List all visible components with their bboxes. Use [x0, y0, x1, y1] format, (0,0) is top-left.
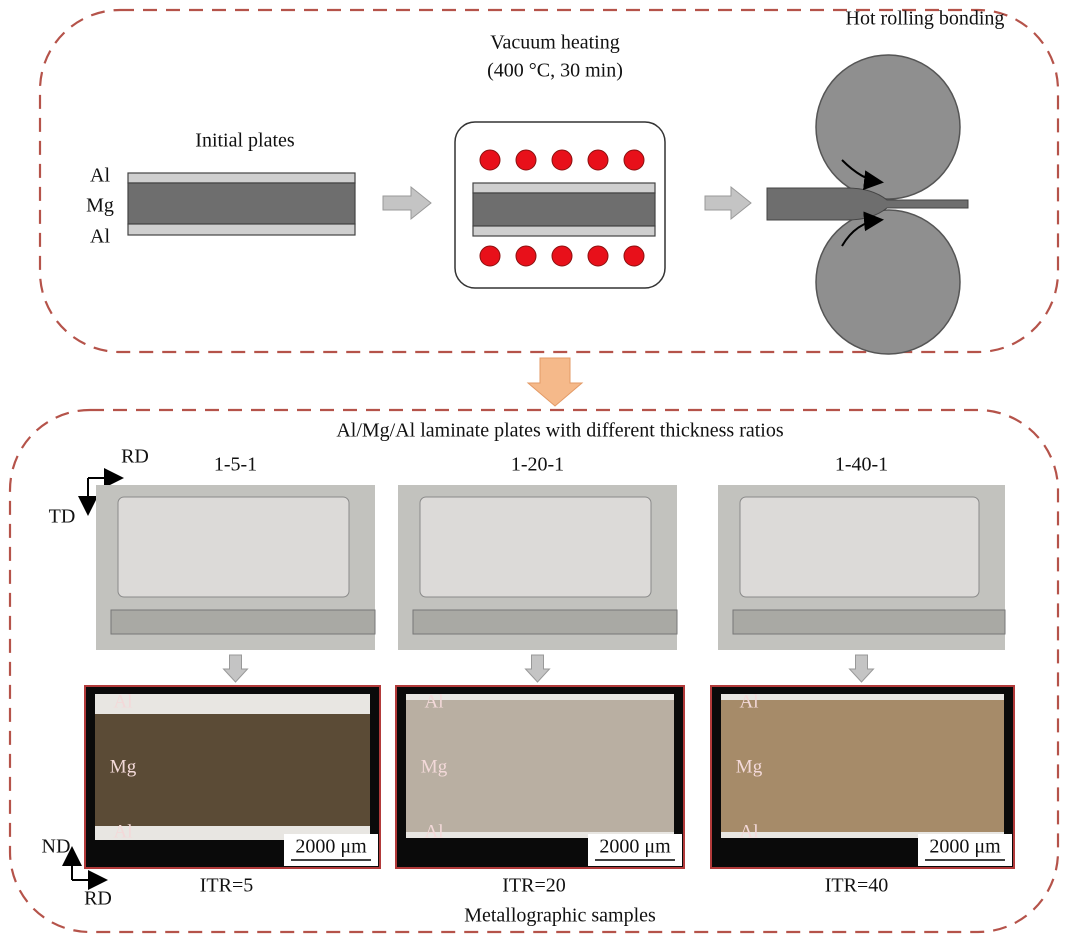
al-layer: [95, 694, 370, 714]
layer-label: Mg: [421, 756, 448, 777]
down-arrow: [526, 655, 550, 682]
layer-label: Al: [114, 691, 133, 712]
mg-layer: [95, 714, 370, 826]
initial-title: Initial plates: [195, 130, 295, 152]
plate: [740, 497, 979, 597]
axis-label: RD: [84, 888, 112, 910]
plate: [118, 497, 349, 597]
furnace-plates: [473, 183, 655, 236]
ratio-label: 1-20-1: [511, 454, 564, 476]
itr-label: ITR=20: [502, 875, 566, 897]
plate: [420, 497, 651, 597]
layer-label: Al: [90, 165, 110, 187]
al-layer: [406, 694, 674, 700]
ratio-label: 1-40-1: [835, 454, 888, 476]
scale-bar-label: 2000 μm: [599, 836, 671, 858]
scale-bar-label: 2000 μm: [295, 836, 367, 858]
roller: [816, 210, 960, 354]
ratio-label: 1-5-1: [214, 454, 257, 476]
down-arrow: [850, 655, 874, 682]
caption: Metallographic samples: [464, 905, 656, 927]
samples-heading: Al/Mg/Al laminate plates with different …: [336, 420, 784, 442]
itr-label: ITR=5: [200, 875, 254, 897]
figure: Initial plates Al Mg Al Vacuum heating (…: [0, 0, 1065, 940]
itr-label: ITR=40: [825, 875, 889, 897]
down-arrow: [224, 655, 248, 682]
layer-label: Al: [425, 691, 444, 712]
layer-label: Mg: [86, 195, 114, 217]
flow-arrow: [528, 358, 582, 406]
step-arrow: [383, 187, 431, 219]
roller: [816, 55, 960, 199]
step-arrow: [705, 187, 751, 219]
scale-bar-label: 2000 μm: [929, 836, 1001, 858]
mg-layer: [721, 700, 1004, 832]
heating-title: Vacuum heating: [490, 32, 619, 54]
layer-label: Mg: [110, 756, 137, 777]
axis-label: ND: [42, 836, 71, 858]
ruler: [111, 610, 375, 634]
initial-plates: [128, 173, 355, 235]
al-layer: [721, 694, 1004, 700]
heating-condition: (400 °C, 30 min): [487, 60, 623, 82]
layer-label: Al: [740, 691, 759, 712]
panels: 1-5-1 Al Mg Al 2000 μm ITR=5 1-20-1 Al Mg Al 2000 …: [85, 454, 1014, 897]
ruler: [413, 610, 677, 634]
layer-label: Al: [114, 821, 133, 842]
layer-label: Al: [90, 226, 110, 248]
rolled-strip: [767, 188, 968, 220]
rolling-title: Hot rolling bonding: [846, 8, 1005, 30]
layer-label: Al: [425, 821, 444, 842]
ruler: [733, 610, 1005, 634]
axis-label: TD: [49, 506, 76, 528]
layer-label: Al: [740, 821, 759, 842]
layer-label: Mg: [736, 756, 763, 777]
axis-label: RD: [121, 446, 149, 468]
